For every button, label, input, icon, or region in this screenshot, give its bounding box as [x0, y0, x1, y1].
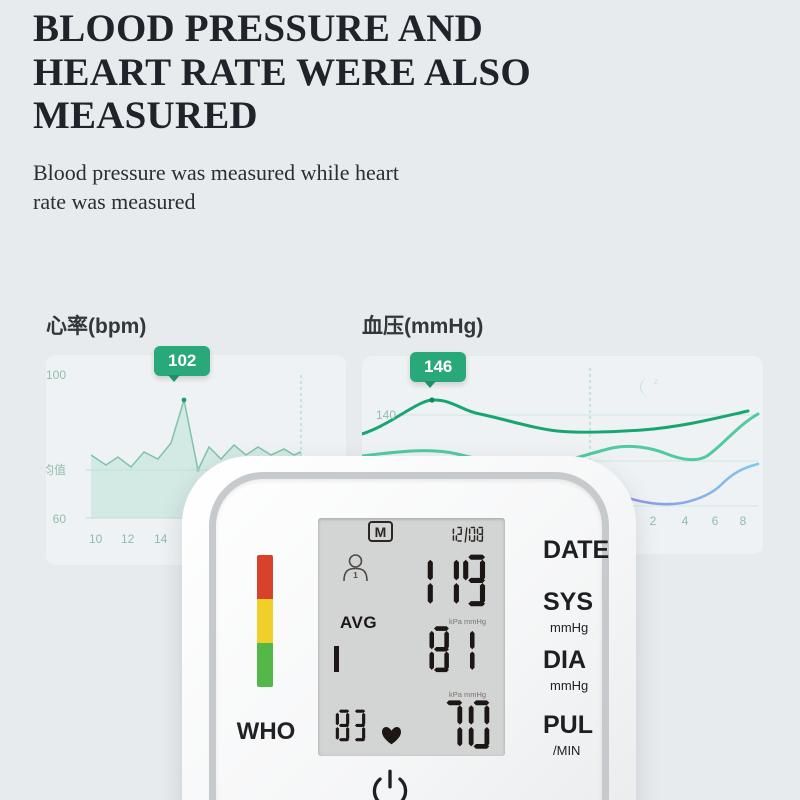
- svg-text:100: 100: [46, 368, 66, 382]
- svg-text:4: 4: [682, 514, 689, 528]
- svg-text:2: 2: [650, 514, 657, 528]
- svg-text:140: 140: [376, 408, 396, 422]
- svg-text:10: 10: [89, 532, 103, 546]
- svg-text:14: 14: [154, 532, 168, 546]
- svg-text:z: z: [654, 377, 658, 386]
- svg-text:1: 1: [353, 570, 358, 580]
- svg-text:8: 8: [740, 514, 747, 528]
- svg-text:60: 60: [53, 512, 67, 526]
- svg-text:6: 6: [712, 514, 719, 528]
- svg-text:均值: 均值: [46, 462, 66, 477]
- svg-text:12: 12: [121, 532, 135, 546]
